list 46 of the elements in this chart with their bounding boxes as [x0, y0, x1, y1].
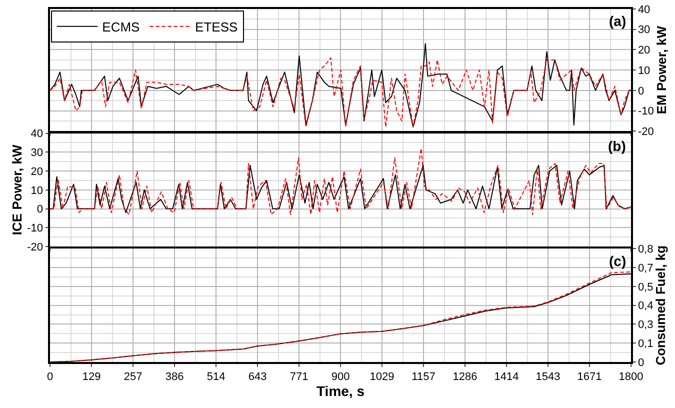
y-tick-label: 0,5: [638, 281, 654, 294]
y-tick-label: -20: [27, 241, 44, 254]
y-tick-label: -10: [638, 106, 654, 118]
x-tick-label: 1800: [618, 370, 644, 383]
y-tick-label: 0: [36, 204, 44, 216]
y-tick-label: 20: [30, 166, 44, 178]
y-axis-title: EM Power, kW: [654, 25, 669, 114]
x-tick-label: 1286: [452, 370, 478, 383]
x-tick-label: 1029: [370, 370, 394, 383]
y-axis-title: Consumed Fuel, kg: [653, 245, 668, 366]
x-tick-label: 771: [290, 370, 308, 383]
y-tick-label: -10: [27, 222, 44, 235]
x-tick-label: 514: [206, 370, 226, 383]
annotation: (b): [608, 138, 626, 154]
x-tick-label: 386: [165, 370, 184, 383]
x-tick-label: 900: [331, 370, 350, 383]
x-tick-label: 643: [248, 370, 267, 383]
y-tick-label: 10: [30, 184, 44, 197]
y-tick-label: 0,7: [638, 262, 654, 274]
x-tick-label: 0: [46, 370, 54, 383]
x-tick-label: 1414: [494, 370, 519, 383]
x-tick-label: 1157: [412, 370, 436, 383]
y-tick-label: 0: [638, 356, 644, 369]
y-tick-label: 40: [638, 4, 650, 16]
x-tick-label: 1671: [577, 370, 602, 383]
y-tick-label: -20: [638, 126, 654, 138]
y-tick-label: 10: [638, 64, 650, 77]
x-tick-label: 257: [124, 370, 142, 383]
y-tick-label: 20: [638, 44, 650, 57]
y-tick-label: 0,8: [638, 244, 654, 256]
x-tick-label: 129: [82, 370, 101, 383]
annotation: (c): [609, 253, 626, 269]
annotation: (a): [609, 13, 626, 29]
x-tick-label: 1543: [536, 370, 560, 383]
y-tick-label: 0,3: [638, 319, 654, 332]
line-series: [50, 57, 631, 128]
legend-label: ECMS: [102, 19, 140, 34]
y-tick-label: 0,1: [638, 338, 654, 350]
x-axis-title: Time, s: [316, 382, 365, 399]
y-tick-label: 40: [30, 128, 44, 140]
y-axis-title: ICE Power, kW: [10, 144, 25, 236]
y-tick-label: 0: [638, 85, 644, 98]
y-tick-label: 30: [30, 146, 44, 159]
legend-label: ETESS: [195, 19, 238, 34]
y-tick-label: 30: [638, 24, 650, 36]
y-tick-label: 0,4: [638, 300, 654, 312]
